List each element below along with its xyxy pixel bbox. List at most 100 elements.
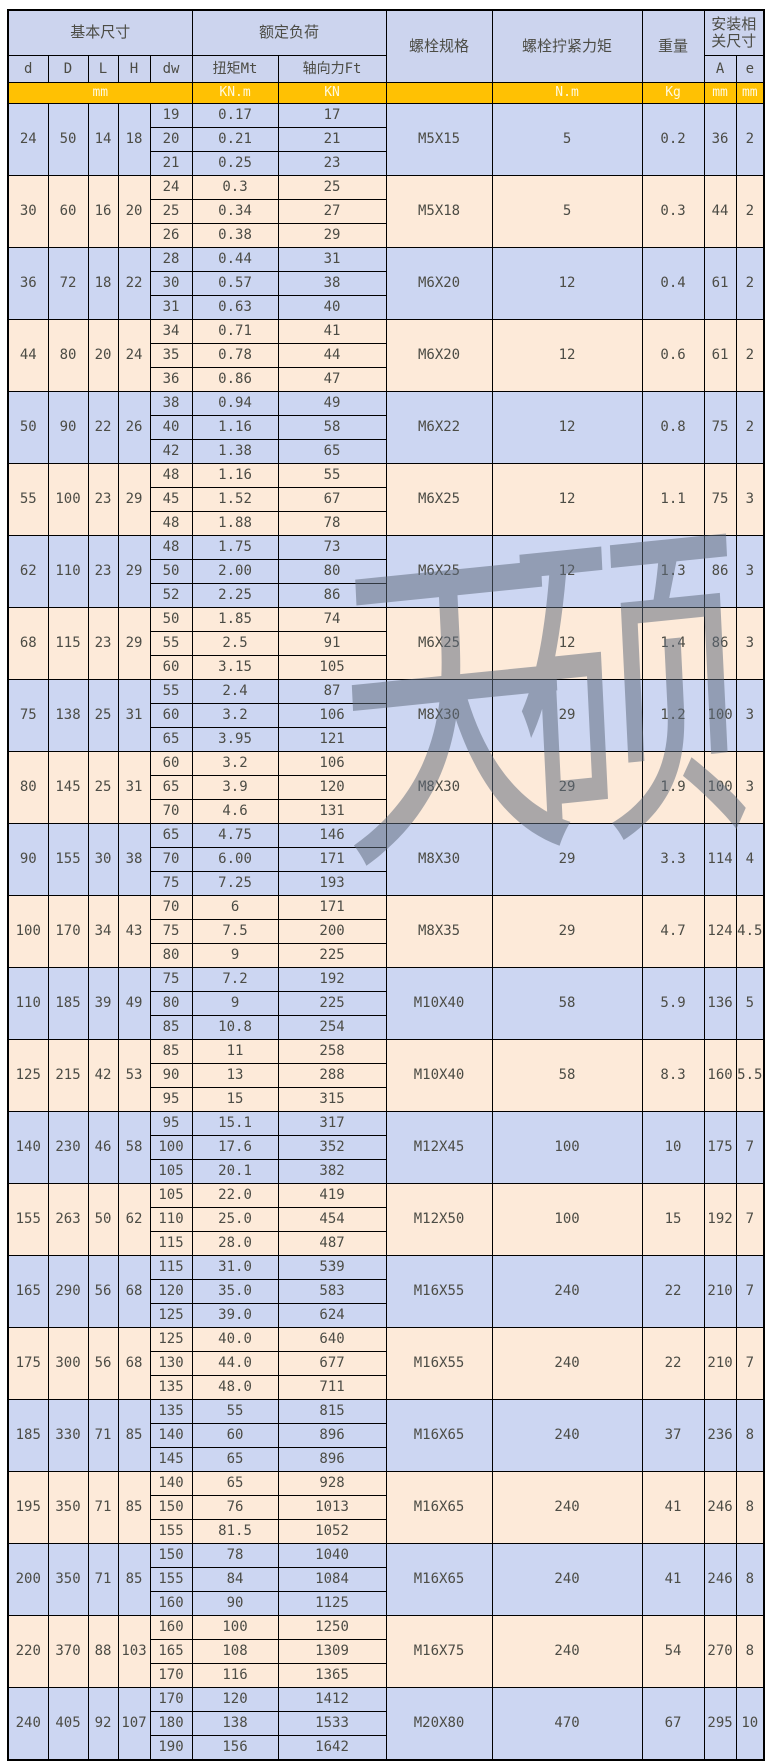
cell-L: 39	[87, 967, 119, 1040]
cell-H: 20	[117, 175, 151, 248]
cell-L: 71	[87, 1399, 119, 1472]
cell-A: 44	[703, 175, 737, 248]
cell-dw: 65	[149, 823, 193, 848]
table-row: 30 0.57 38	[8, 271, 764, 296]
cell-L: 25	[87, 751, 119, 824]
cell-L: 46	[87, 1111, 119, 1184]
cell-axial-ft: 49	[277, 391, 387, 416]
table-row: 100 17.6 352	[8, 1135, 764, 1160]
cell-axial-ft: 41	[277, 319, 387, 344]
cell-dw: 105	[149, 1159, 193, 1184]
cell-d: 68	[7, 607, 49, 680]
cell-e: 4.5	[735, 895, 765, 968]
cell-axial-ft: 25	[277, 175, 387, 200]
table-row: 75 7.25 193	[8, 871, 764, 896]
cell-dw: 160	[149, 1591, 193, 1616]
cell-d: 55	[7, 463, 49, 536]
unit-mm: mm	[7, 82, 193, 104]
cell-dw: 60	[149, 751, 193, 776]
cell-tightening-torque: 58	[491, 1039, 643, 1112]
cell-weight: 0.4	[641, 247, 705, 320]
cell-weight: 1.4	[641, 607, 705, 680]
cell-axial-ft: 120	[277, 775, 387, 800]
cell-weight: 41	[641, 1471, 705, 1544]
cell-A: 75	[703, 463, 737, 536]
cell-weight: 41	[641, 1543, 705, 1616]
unit-nm: N.m	[491, 82, 643, 104]
cell-dw: 20	[149, 127, 193, 152]
cell-D: 290	[47, 1255, 89, 1328]
cell-bolt-spec: M10X40	[385, 1039, 493, 1112]
cell-dw: 36	[149, 367, 193, 392]
table-row: 50 2.00 80	[8, 559, 764, 584]
table-row: 65 3.95 121	[8, 727, 764, 752]
table-row: 190 156 1642	[8, 1735, 764, 1761]
header-bolt-spec: 螺栓规格	[385, 9, 493, 83]
cell-tightening-torque: 100	[491, 1183, 643, 1256]
cell-torque-mt: 48.0	[191, 1375, 279, 1400]
cell-weight: 8.3	[641, 1039, 705, 1112]
cell-axial-ft: 1642	[277, 1735, 387, 1761]
cell-dw: 155	[149, 1567, 193, 1592]
cell-L: 71	[87, 1471, 119, 1544]
table-row: 40 1.16 58	[8, 415, 764, 440]
cell-torque-mt: 0.57	[191, 271, 279, 296]
cell-dw: 145	[149, 1447, 193, 1472]
cell-weight: 1.9	[641, 751, 705, 824]
cell-H: 29	[117, 535, 151, 608]
cell-dw: 70	[149, 847, 193, 872]
table-row: 70 6.00 171	[8, 847, 764, 872]
cell-axial-ft: 419	[277, 1183, 387, 1208]
cell-A: 61	[703, 247, 737, 320]
table-row: 45 1.52 67	[8, 487, 764, 512]
cell-tightening-torque: 470	[491, 1687, 643, 1761]
cell-axial-ft: 192	[277, 967, 387, 992]
cell-torque-mt: 4.75	[191, 823, 279, 848]
cell-bolt-spec: M16X55	[385, 1327, 493, 1400]
cell-H: 24	[117, 319, 151, 392]
cell-bolt-spec: M16X65	[385, 1543, 493, 1616]
cell-tightening-torque: 100	[491, 1111, 643, 1184]
cell-torque-mt: 1.75	[191, 535, 279, 560]
cell-axial-ft: 27	[277, 199, 387, 224]
cell-dw: 65	[149, 775, 193, 800]
cell-torque-mt: 44.0	[191, 1351, 279, 1376]
cell-tightening-torque: 240	[491, 1255, 643, 1328]
table-row: 55 2.5 91	[8, 631, 764, 656]
cell-L: 50	[87, 1183, 119, 1256]
cell-e: 2	[735, 319, 765, 392]
cell-torque-mt: 156	[191, 1735, 279, 1761]
table-row: 95 15 315	[8, 1087, 764, 1112]
cell-axial-ft: 73	[277, 535, 387, 560]
cell-axial-ft: 78	[277, 511, 387, 536]
cell-bolt-spec: M6X20	[385, 247, 493, 320]
cell-torque-mt: 28.0	[191, 1231, 279, 1256]
cell-torque-mt: 0.3	[191, 175, 279, 200]
cell-dw: 110	[149, 1207, 193, 1232]
cell-L: 20	[87, 319, 119, 392]
cell-torque-mt: 6	[191, 895, 279, 920]
cell-d: 125	[7, 1039, 49, 1112]
cell-torque-mt: 84	[191, 1567, 279, 1592]
cell-dw: 105	[149, 1183, 193, 1208]
cell-tightening-torque: 12	[491, 391, 643, 464]
cell-e: 7	[735, 1183, 765, 1256]
cell-tightening-torque: 29	[491, 823, 643, 896]
cell-torque-mt: 1.38	[191, 439, 279, 464]
cell-tightening-torque: 12	[491, 607, 643, 680]
cell-axial-ft: 40	[277, 295, 387, 320]
cell-L: 88	[87, 1615, 119, 1688]
cell-dw: 60	[149, 655, 193, 680]
cell-e: 8	[735, 1471, 765, 1544]
cell-tightening-torque: 29	[491, 751, 643, 824]
cell-D: 155	[47, 823, 89, 896]
cell-A: 75	[703, 391, 737, 464]
table-row: 62 110 23 29 48 1.75 73 M6X25 12 1.3 86 3	[7, 535, 765, 608]
table-row: 90 13 288	[8, 1063, 764, 1088]
cell-dw: 95	[149, 1111, 193, 1136]
cell-axial-ft: 1040	[277, 1543, 387, 1568]
cell-axial-ft: 121	[277, 727, 387, 752]
cell-dw: 125	[149, 1303, 193, 1328]
header-col-L: L	[87, 55, 119, 83]
cell-axial-ft: 225	[277, 991, 387, 1016]
